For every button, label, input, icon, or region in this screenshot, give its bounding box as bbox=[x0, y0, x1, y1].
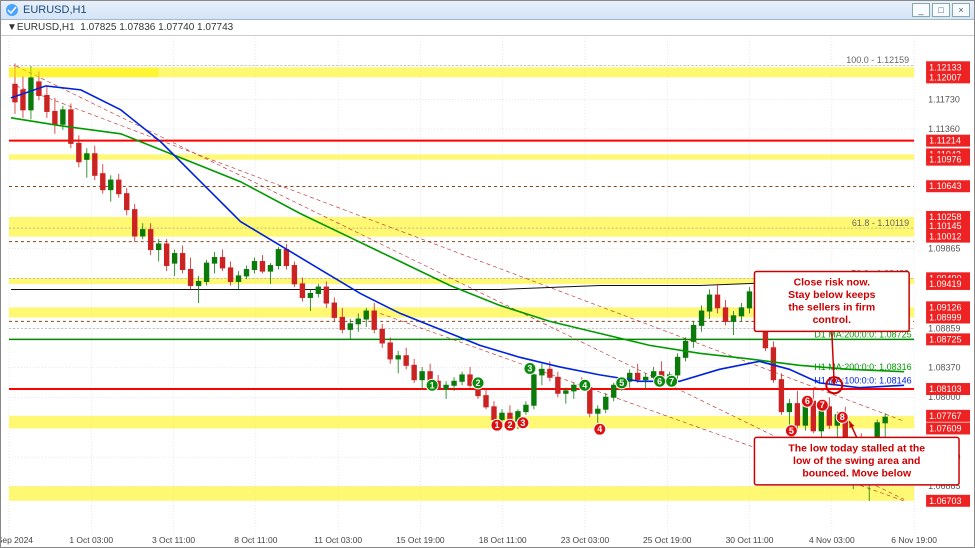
svg-text:1.07767: 1.07767 bbox=[929, 411, 961, 421]
info-ohlc: 1.07825 1.07836 1.07740 1.07743 bbox=[80, 22, 233, 33]
svg-text:1.07609: 1.07609 bbox=[929, 424, 961, 434]
svg-text:18 Oct 11:00: 18 Oct 11:00 bbox=[479, 535, 527, 545]
svg-text:the sellers in firm: the sellers in firm bbox=[788, 302, 875, 313]
window-title: EURUSD,H1 bbox=[23, 4, 87, 16]
svg-text:6: 6 bbox=[657, 376, 662, 386]
svg-text:61.8 - 1.10119: 61.8 - 1.10119 bbox=[852, 218, 909, 228]
svg-text:1.08103: 1.08103 bbox=[929, 384, 961, 394]
svg-text:1: 1 bbox=[494, 420, 499, 430]
window-min-button[interactable]: _ bbox=[912, 3, 930, 17]
svg-text:5: 5 bbox=[619, 378, 624, 388]
svg-text:Close risk now.: Close risk now. bbox=[794, 278, 870, 289]
svg-text:1.09865: 1.09865 bbox=[928, 243, 960, 253]
svg-text:1.08370: 1.08370 bbox=[928, 363, 960, 373]
svg-text:1.09419: 1.09419 bbox=[929, 279, 961, 289]
app-icon bbox=[5, 3, 19, 17]
svg-text:100.0 - 1.12159: 100.0 - 1.12159 bbox=[846, 55, 909, 65]
price-chart[interactable]: 26 Sep 2024 1 Oct 03:00 3 Oct 11:00 8 Oct 1… bbox=[1, 36, 974, 547]
svg-text:6 Nov 19:00: 6 Nov 19:00 bbox=[891, 535, 937, 545]
svg-text:1.12133: 1.12133 bbox=[929, 62, 961, 72]
svg-text:25 Oct 19:00: 25 Oct 19:00 bbox=[643, 535, 692, 545]
svg-text:1.11214: 1.11214 bbox=[929, 136, 961, 146]
window-max-button[interactable]: □ bbox=[932, 3, 950, 17]
info-bar: ▼ EURUSD,H1 1.07825 1.07836 1.07740 1.07… bbox=[1, 20, 974, 36]
svg-text:5: 5 bbox=[789, 426, 794, 436]
svg-text:1.12007: 1.12007 bbox=[929, 72, 961, 82]
svg-text:3: 3 bbox=[520, 418, 525, 428]
svg-text:1.08725: 1.08725 bbox=[929, 334, 961, 344]
svg-text:1.11360: 1.11360 bbox=[928, 124, 960, 134]
svg-text:The low today stalled at the: The low today stalled at the bbox=[788, 443, 925, 454]
svg-text:6: 6 bbox=[805, 396, 810, 406]
svg-text:Stay below keeps: Stay below keeps bbox=[788, 290, 875, 301]
svg-text:low of the swing area and: low of the swing area and bbox=[793, 456, 920, 467]
svg-text:1.11730: 1.11730 bbox=[928, 95, 960, 105]
svg-text:1.08859: 1.08859 bbox=[928, 324, 960, 334]
svg-text:7: 7 bbox=[820, 400, 825, 410]
svg-text:bounced. Move below: bounced. Move below bbox=[802, 468, 912, 479]
svg-text:1.08999: 1.08999 bbox=[929, 313, 961, 323]
svg-text:4: 4 bbox=[597, 424, 602, 434]
svg-text:2: 2 bbox=[476, 378, 481, 388]
svg-text:7: 7 bbox=[669, 376, 674, 386]
svg-text:4 Nov 03:00: 4 Nov 03:00 bbox=[809, 535, 855, 545]
svg-text:control.: control. bbox=[813, 315, 851, 326]
info-symbol: EURUSD,H1 bbox=[17, 22, 75, 33]
svg-text:1.09126: 1.09126 bbox=[929, 302, 961, 312]
svg-text:1.06703: 1.06703 bbox=[929, 496, 961, 506]
svg-text:23 Oct 03:00: 23 Oct 03:00 bbox=[561, 535, 610, 545]
svg-text:1.10976: 1.10976 bbox=[929, 155, 961, 165]
chart-area[interactable]: 26 Sep 2024 1 Oct 03:00 3 Oct 11:00 8 Oct 1… bbox=[1, 36, 974, 547]
svg-text:1.10643: 1.10643 bbox=[929, 181, 961, 191]
title-bar[interactable]: EURUSD,H1 _ □ × bbox=[1, 1, 974, 20]
svg-text:15 Oct 19:00: 15 Oct 19:00 bbox=[396, 535, 445, 545]
svg-text:1.10145: 1.10145 bbox=[929, 221, 961, 231]
chart-window: EURUSD,H1 _ □ × ▼ EURUSD,H1 1.07825 1.07… bbox=[0, 0, 975, 548]
svg-text:1: 1 bbox=[430, 380, 435, 390]
svg-text:3 Oct 11:00: 3 Oct 11:00 bbox=[152, 535, 195, 545]
svg-text:11 Oct 03:00: 11 Oct 03:00 bbox=[314, 535, 362, 545]
svg-text:1 Oct 03:00: 1 Oct 03:00 bbox=[69, 535, 113, 545]
svg-text:30 Oct 11:00: 30 Oct 11:00 bbox=[726, 535, 774, 545]
svg-text:3: 3 bbox=[527, 364, 532, 374]
svg-text:4: 4 bbox=[582, 380, 587, 390]
svg-text:2: 2 bbox=[507, 420, 512, 430]
svg-text:8 Oct 11:00: 8 Oct 11:00 bbox=[234, 535, 277, 545]
svg-text:26 Sep 2024: 26 Sep 2024 bbox=[1, 535, 33, 545]
svg-text:8: 8 bbox=[840, 412, 845, 422]
svg-text:1.10012: 1.10012 bbox=[929, 232, 961, 242]
svg-text:H1 MA:200:0:0: 1.08316: H1 MA:200:0:0: 1.08316 bbox=[814, 362, 911, 372]
window-close-button[interactable]: × bbox=[952, 3, 970, 17]
